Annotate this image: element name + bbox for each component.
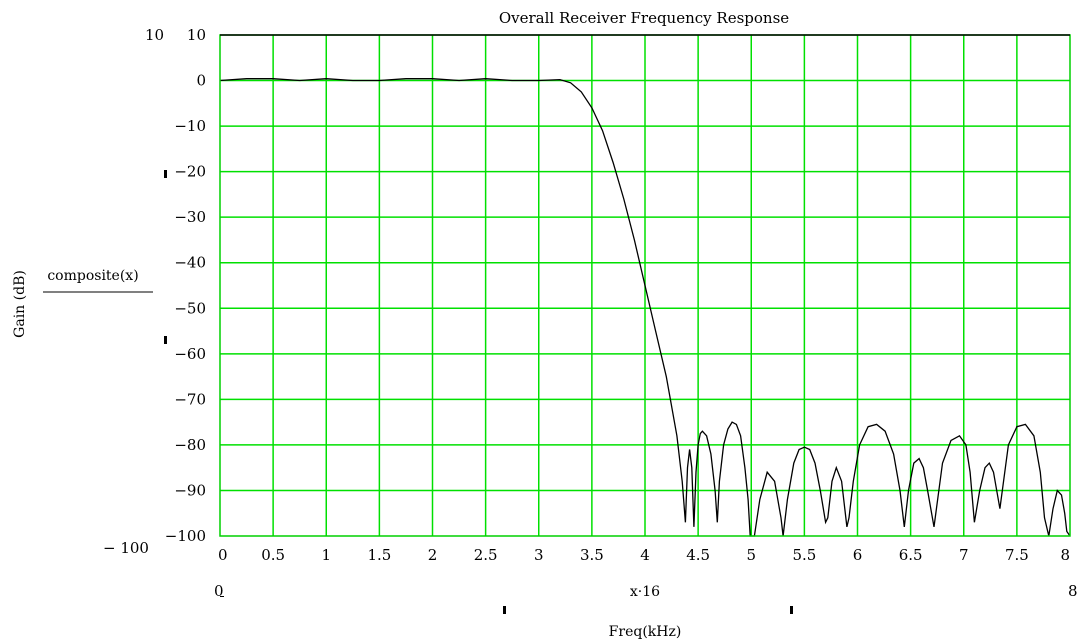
axis-marker xyxy=(503,606,506,614)
y-tick-label: −30 xyxy=(174,208,206,226)
x-tick-label: 4.5 xyxy=(686,546,710,564)
x-tick-label: 7 xyxy=(959,546,969,564)
y-tick-label: −40 xyxy=(174,254,206,272)
x-tick-label: 3.5 xyxy=(580,546,604,564)
x-min-label: 0 xyxy=(214,582,224,600)
x-tick-label: 1.5 xyxy=(367,546,391,564)
placeholder-marker xyxy=(220,596,224,597)
y-max-label: 10 xyxy=(145,26,164,44)
x-tick-label: 7.5 xyxy=(1005,546,1029,564)
x-tick-label: 2 xyxy=(428,546,438,564)
y-tick-label: −10 xyxy=(174,117,206,135)
x-tick-labels: 0 0.5 1 1.5 2 2.5 3 3.5 4 4.5 5 5.5 6 6.5 7 7.5 8 xyxy=(218,546,1070,564)
x-tick-label: 1 xyxy=(321,546,331,564)
chart-title: Overall Receiver Frequency Response xyxy=(499,9,789,27)
y-tick-label: −20 xyxy=(174,163,206,181)
trace-label: composite(x) xyxy=(47,268,138,284)
y-tick-label: −90 xyxy=(174,481,206,499)
x-tick-label: 2.5 xyxy=(474,546,498,564)
y-tick-label: −50 xyxy=(174,299,206,317)
x-tick-label: 0 xyxy=(218,546,228,564)
y-tick-label: −100 xyxy=(165,527,206,545)
x-tick-label: 4 xyxy=(640,546,650,564)
y-tick-label: −60 xyxy=(174,345,206,363)
x-tick-label: 5 xyxy=(746,546,756,564)
x-axis-label: Freq(kHz) xyxy=(609,624,682,640)
x-tick-label: 0.5 xyxy=(261,546,285,564)
x-tick-label: 6.5 xyxy=(899,546,923,564)
axis-marker xyxy=(164,170,167,178)
y-tick-labels: 10 0 −10 −20 −30 −40 −50 −60 −70 −80 −90 −100 xyxy=(165,26,206,545)
x-tick-label: 8 xyxy=(1060,546,1070,564)
y-tick-label: −70 xyxy=(174,390,206,408)
x-tick-label: 6 xyxy=(853,546,863,564)
y-tick-label: −80 xyxy=(174,436,206,454)
x-tick-label: 3 xyxy=(534,546,544,564)
axis-marker xyxy=(790,606,793,614)
y-tick-label: 0 xyxy=(196,72,206,90)
x-tick-label: 5.5 xyxy=(792,546,816,564)
y-axis-label: Gain (dB) xyxy=(12,270,28,338)
x-expression-label: x·16 xyxy=(630,584,660,600)
y-tick-label: 10 xyxy=(187,26,206,44)
axis-marker xyxy=(164,336,167,344)
x-max-label: 8 xyxy=(1068,582,1078,600)
y-min-label: − 100 xyxy=(103,539,149,557)
